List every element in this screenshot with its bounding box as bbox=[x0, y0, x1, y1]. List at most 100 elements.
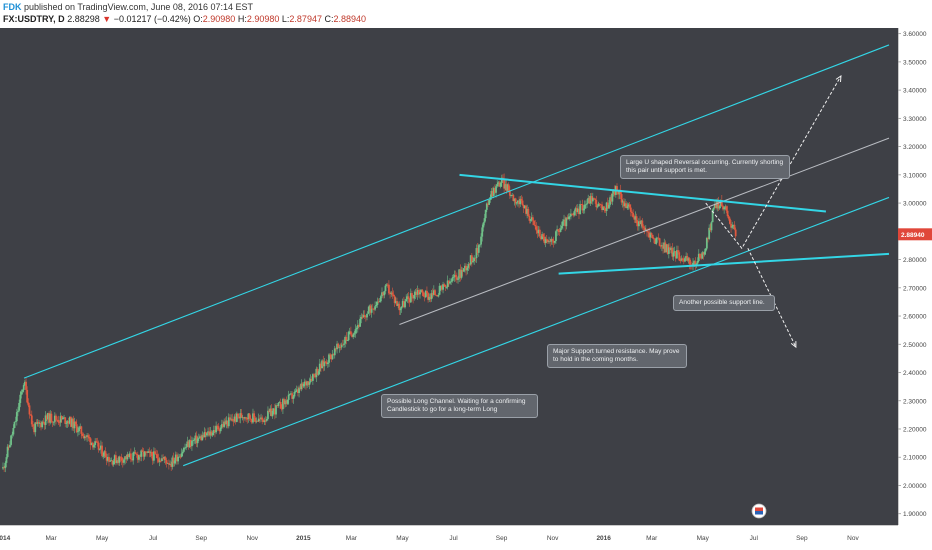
projection-down bbox=[747, 248, 797, 348]
candle-body bbox=[427, 293, 429, 300]
candle-body bbox=[20, 391, 23, 395]
candle-body bbox=[232, 420, 235, 422]
candle-body bbox=[692, 262, 694, 266]
candle-body bbox=[43, 422, 46, 425]
candle-body bbox=[388, 284, 390, 294]
candle-body bbox=[454, 274, 457, 278]
candle-body bbox=[330, 354, 333, 360]
candle-body bbox=[654, 239, 656, 244]
candle-body bbox=[466, 267, 469, 271]
candle-body bbox=[609, 197, 611, 205]
candle-body bbox=[201, 435, 204, 441]
candle-body bbox=[125, 456, 128, 460]
candle-body bbox=[127, 454, 130, 458]
candle-body bbox=[728, 218, 731, 224]
candle-body bbox=[544, 238, 547, 244]
candle-body bbox=[538, 229, 541, 237]
candle-body bbox=[89, 438, 92, 445]
candle-body bbox=[555, 231, 557, 241]
candle-body bbox=[373, 308, 375, 310]
annotation-u-reversal[interactable]: Large U shaped Reversal occurring. Curre… bbox=[620, 155, 790, 179]
candle-body bbox=[208, 431, 211, 436]
candle-body bbox=[242, 417, 245, 419]
candle-body bbox=[10, 435, 12, 445]
price-tick-label: 2.10000 bbox=[903, 455, 927, 462]
candle-body bbox=[639, 221, 641, 225]
candle-body bbox=[587, 197, 590, 204]
candle-body bbox=[261, 417, 264, 420]
candle-body bbox=[260, 417, 262, 419]
candle-body bbox=[53, 415, 56, 422]
candle-body bbox=[643, 227, 646, 231]
price-axis[interactable]: 3.60000 3.50000 3.40000 3.30000 3.20000 3.100… bbox=[898, 28, 932, 550]
candle-body bbox=[566, 217, 569, 219]
candle-body bbox=[288, 393, 291, 395]
candle-body bbox=[720, 200, 723, 206]
annotation-long-channel[interactable]: Possible Long Channel. Waiting for a con… bbox=[381, 394, 538, 418]
candle-body bbox=[18, 402, 21, 411]
high-value: 2.90980 bbox=[246, 14, 280, 24]
candle-body bbox=[133, 451, 136, 453]
candle-body bbox=[291, 393, 294, 399]
candle-body bbox=[469, 255, 472, 265]
candle-body bbox=[658, 238, 661, 246]
candle-body bbox=[564, 219, 567, 227]
candle-body bbox=[477, 245, 480, 253]
annotation-support-line[interactable]: Another possible support line. bbox=[673, 295, 775, 311]
candle-body bbox=[71, 418, 74, 427]
candle-body bbox=[617, 191, 620, 195]
candle-body bbox=[467, 263, 470, 268]
annotation-major-support[interactable]: Major Support turned resistance. May pro… bbox=[547, 344, 687, 368]
candle-body bbox=[70, 417, 72, 427]
candle-body bbox=[140, 450, 143, 457]
candle-body bbox=[101, 445, 103, 456]
candle-body bbox=[565, 217, 568, 227]
publisher-name[interactable]: FDK bbox=[3, 2, 22, 12]
candle-body bbox=[517, 200, 519, 203]
candle-body bbox=[195, 435, 198, 444]
candle-body bbox=[436, 295, 439, 297]
tradingview-flag-icon[interactable] bbox=[751, 503, 767, 519]
candle-body bbox=[671, 247, 674, 257]
candle-body bbox=[553, 240, 556, 243]
price-tick-label: 3.00000 bbox=[903, 201, 927, 208]
candle-body bbox=[457, 278, 459, 280]
candle-body bbox=[394, 301, 397, 303]
candle-body bbox=[656, 237, 659, 239]
candle-body bbox=[156, 454, 159, 459]
candle-body bbox=[282, 399, 284, 410]
candle-body bbox=[185, 446, 188, 448]
price-chart[interactable]: 3.60000 3.50000 3.40000 3.30000 3.20000 3.100… bbox=[0, 28, 932, 550]
time-axis[interactable]: 2014 Mar May Jul Sep Nov 2015 Mar May Jul Sep Nov 20… bbox=[0, 525, 932, 550]
candle-body bbox=[483, 218, 486, 223]
candle-body bbox=[363, 314, 366, 317]
candle-body bbox=[581, 204, 584, 211]
price-tick-label: 3.30000 bbox=[903, 116, 927, 123]
candle-body bbox=[360, 316, 363, 319]
candle-body bbox=[597, 203, 600, 207]
candle-body bbox=[557, 229, 560, 231]
candle-body bbox=[338, 346, 341, 348]
chart-area[interactable]: 3.60000 3.50000 3.40000 3.30000 3.20000 3.100… bbox=[0, 28, 932, 550]
midline bbox=[399, 137, 890, 325]
candle-body bbox=[352, 334, 355, 337]
candle-body bbox=[273, 408, 276, 415]
open-value: 2.90980 bbox=[202, 14, 236, 24]
candle-body bbox=[301, 383, 304, 387]
candle-body bbox=[490, 191, 493, 198]
plot-background[interactable] bbox=[0, 28, 898, 525]
candle-body bbox=[452, 277, 455, 278]
chart-header: FDK published on TradingView.com, June 0… bbox=[0, 0, 932, 28]
candle-body bbox=[579, 204, 582, 215]
candle-body bbox=[174, 454, 177, 461]
candle-body bbox=[240, 413, 243, 418]
candle-body bbox=[40, 422, 42, 428]
candle-body bbox=[623, 201, 625, 207]
candle-body bbox=[14, 421, 17, 422]
candle-body bbox=[275, 405, 277, 415]
candle-body bbox=[465, 265, 467, 271]
candle-body bbox=[42, 421, 45, 423]
candle-body bbox=[57, 420, 60, 423]
candle-body bbox=[384, 285, 387, 292]
candle-body bbox=[179, 456, 182, 458]
